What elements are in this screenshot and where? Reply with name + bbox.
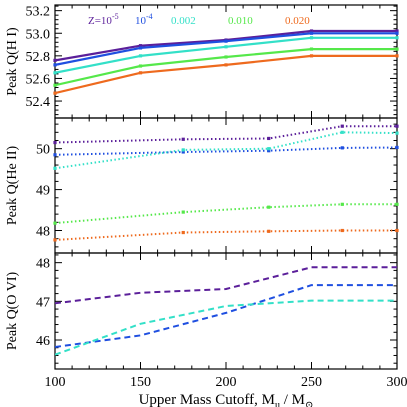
panel-3-frame: [54, 252, 398, 370]
data-point: [340, 130, 344, 134]
y-tick-label: 50: [36, 143, 50, 158]
x-tick-label: 250: [301, 375, 322, 390]
data-point: [138, 71, 143, 75]
data-point: [395, 31, 399, 35]
data-point: [224, 45, 228, 49]
data-point: [340, 202, 344, 206]
y-tick-label: 52.4: [26, 95, 51, 110]
data-point: [395, 29, 399, 33]
y-tick-label: 53.0: [26, 27, 51, 42]
data-point: [53, 71, 57, 75]
legend-entry: 0.010: [228, 15, 253, 27]
x-tick-label: 100: [45, 375, 66, 390]
data-point: [267, 136, 271, 141]
data-point: [395, 228, 399, 233]
y-tick-label: 47: [36, 295, 50, 310]
data-point: [181, 148, 185, 152]
x-axis-label: Upper Mass Cutoff, Mu​ / M⊙​: [139, 392, 314, 407]
data-point: [267, 229, 271, 233]
y-axis-label: Peak Q(O VI): [5, 272, 20, 351]
panel-1: 52.4 52.6 52.8 53.0 53.2 Peak Q(H I): [5, 4, 399, 119]
data-point: [309, 29, 314, 33]
data-point: [267, 149, 271, 153]
series-line: [55, 229, 397, 241]
legend-entry: 0.020: [285, 15, 310, 27]
data-point: [395, 202, 399, 206]
data-point: [395, 124, 399, 128]
data-point: [138, 46, 143, 50]
series-line: [55, 284, 397, 348]
y-tick-label: 52.6: [26, 72, 51, 87]
data-point: [395, 131, 399, 135]
y-tick-label: 49: [36, 184, 50, 199]
data-point: [53, 238, 57, 242]
panel-2-frame: [54, 117, 398, 254]
data-point: [138, 54, 143, 58]
data-point: [53, 221, 57, 225]
data-point: [53, 166, 57, 170]
data-point: [53, 58, 57, 62]
data-point: [138, 64, 143, 68]
series-line: [55, 131, 397, 170]
data-point: [395, 36, 399, 40]
data-point: [395, 54, 399, 58]
data-point: [53, 140, 57, 145]
data-point: [181, 137, 185, 141]
data-point: [340, 124, 344, 128]
panel-2: 48 49 50 Peak Q(He II): [5, 117, 399, 254]
data-point: [53, 63, 57, 67]
legend-entry: Z=10-5: [88, 12, 119, 27]
y-tick-label: 46: [36, 334, 50, 349]
data-point: [309, 54, 314, 58]
data-point: [138, 44, 143, 48]
data-point: [224, 55, 228, 59]
x-tick-label: 300: [387, 375, 407, 390]
y-tick-label: 48: [36, 257, 50, 272]
y-tick-label: 53.2: [26, 5, 51, 20]
data-point: [224, 39, 228, 43]
data-point: [53, 91, 57, 95]
data-point: [309, 47, 314, 51]
legend: Z=10-5 10-4 0.002 0.010 0.020: [88, 12, 310, 27]
legend-entry: 10-4: [135, 12, 153, 27]
data-point: [224, 63, 228, 67]
x-tick-label: 200: [216, 375, 237, 390]
y-axis-label: Peak Q(He II): [5, 146, 20, 226]
x-tick-label: 150: [130, 375, 151, 390]
data-point: [181, 230, 185, 235]
y-axis-label: Peak Q(H I): [5, 27, 20, 96]
data-point: [181, 210, 185, 214]
data-point: [340, 228, 344, 233]
series-line: [55, 125, 397, 144]
data-point: [53, 83, 57, 87]
y-tick-label: 52.8: [26, 50, 51, 65]
panel-3: 46 47 48 Peak Q(O VI): [5, 252, 398, 370]
data-point: [309, 36, 314, 40]
y-tick-label: 48: [36, 225, 50, 240]
series-line: [55, 203, 397, 225]
legend-entry: 0.002: [171, 15, 196, 27]
data-point: [267, 205, 271, 209]
series-line: [55, 299, 397, 356]
data-point: [181, 150, 185, 154]
data-point: [395, 145, 399, 150]
data-point: [309, 31, 314, 35]
series-line: [55, 266, 397, 305]
data-point: [267, 147, 271, 151]
data-point: [53, 153, 57, 157]
data-point: [340, 146, 344, 150]
data-point: [395, 47, 399, 51]
